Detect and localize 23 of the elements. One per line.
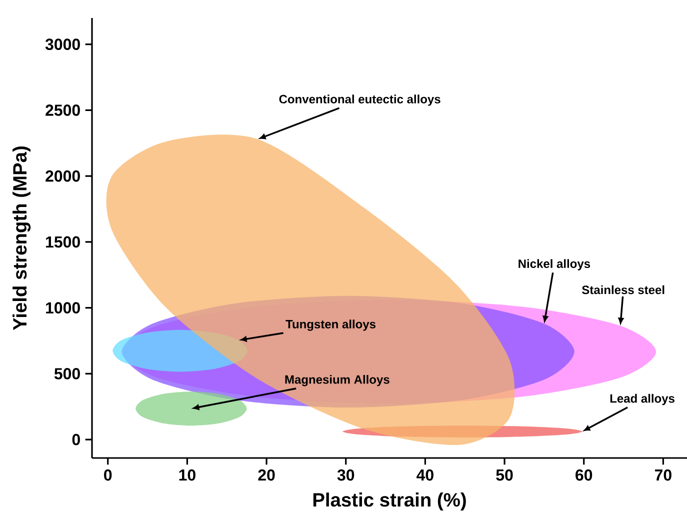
y-tick-label: 3000 [45, 38, 80, 50]
y-tick-label: 0 [72, 434, 80, 446]
text: Magnesium Alloys [285, 374, 390, 386]
x-tick-label: 20 [258, 469, 275, 481]
y-tick-label: 2500 [46, 104, 80, 116]
x-tick-label: 0 [104, 469, 112, 481]
text: Conventional eutectic alloys [279, 94, 440, 106]
x-tick-label: 50 [496, 469, 513, 481]
y-tick-label: 500 [54, 368, 80, 380]
text: Nickel alloys [518, 259, 590, 270]
y-tick-label: 1500 [46, 236, 80, 248]
y-tick-label: 2000 [46, 170, 80, 182]
x-tick-label: 60 [576, 469, 592, 481]
x-tick-label: 40 [416, 469, 434, 481]
x-tick-label: 10 [179, 469, 196, 481]
series-label: Stainless steel [582, 285, 664, 294]
x-tick-label: 30 [337, 469, 354, 481]
text: Tungsten alloys [286, 320, 376, 331]
x-tick-label: 70 [654, 469, 672, 481]
text: Lead alloys [610, 394, 674, 406]
x-axis-title: Plastic strain (%) [313, 492, 466, 510]
y-axis-title: Yield strength (MPa) [12, 146, 31, 330]
y-tick-label: 1000 [46, 302, 80, 314]
